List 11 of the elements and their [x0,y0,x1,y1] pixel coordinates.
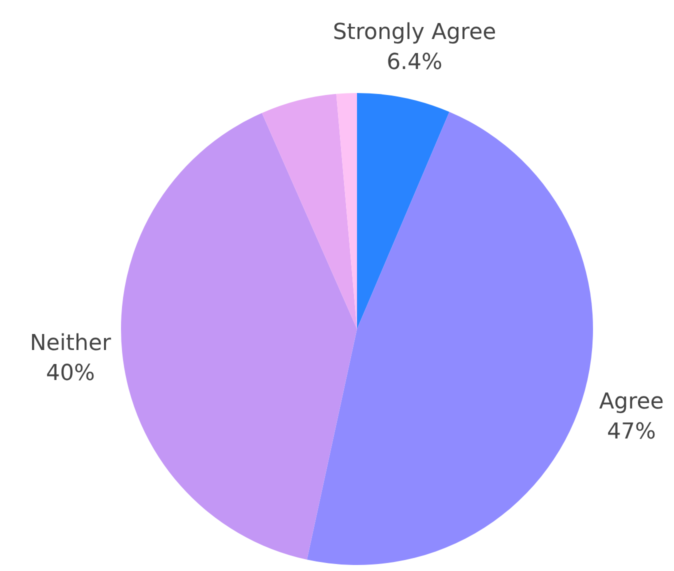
pie-slice [336,93,357,329]
pie-slice [306,112,593,565]
pie-slice [357,93,450,329]
slice-label: Agree [599,389,664,414]
pie-slice [262,94,357,329]
data-label: 6.4% [386,50,442,75]
data-label: 40% [46,360,95,386]
slice-label: Neither [30,330,112,356]
data-label: 47% [607,419,656,444]
pie-slice [121,113,357,560]
slice-label: Strongly Agree [332,20,496,45]
